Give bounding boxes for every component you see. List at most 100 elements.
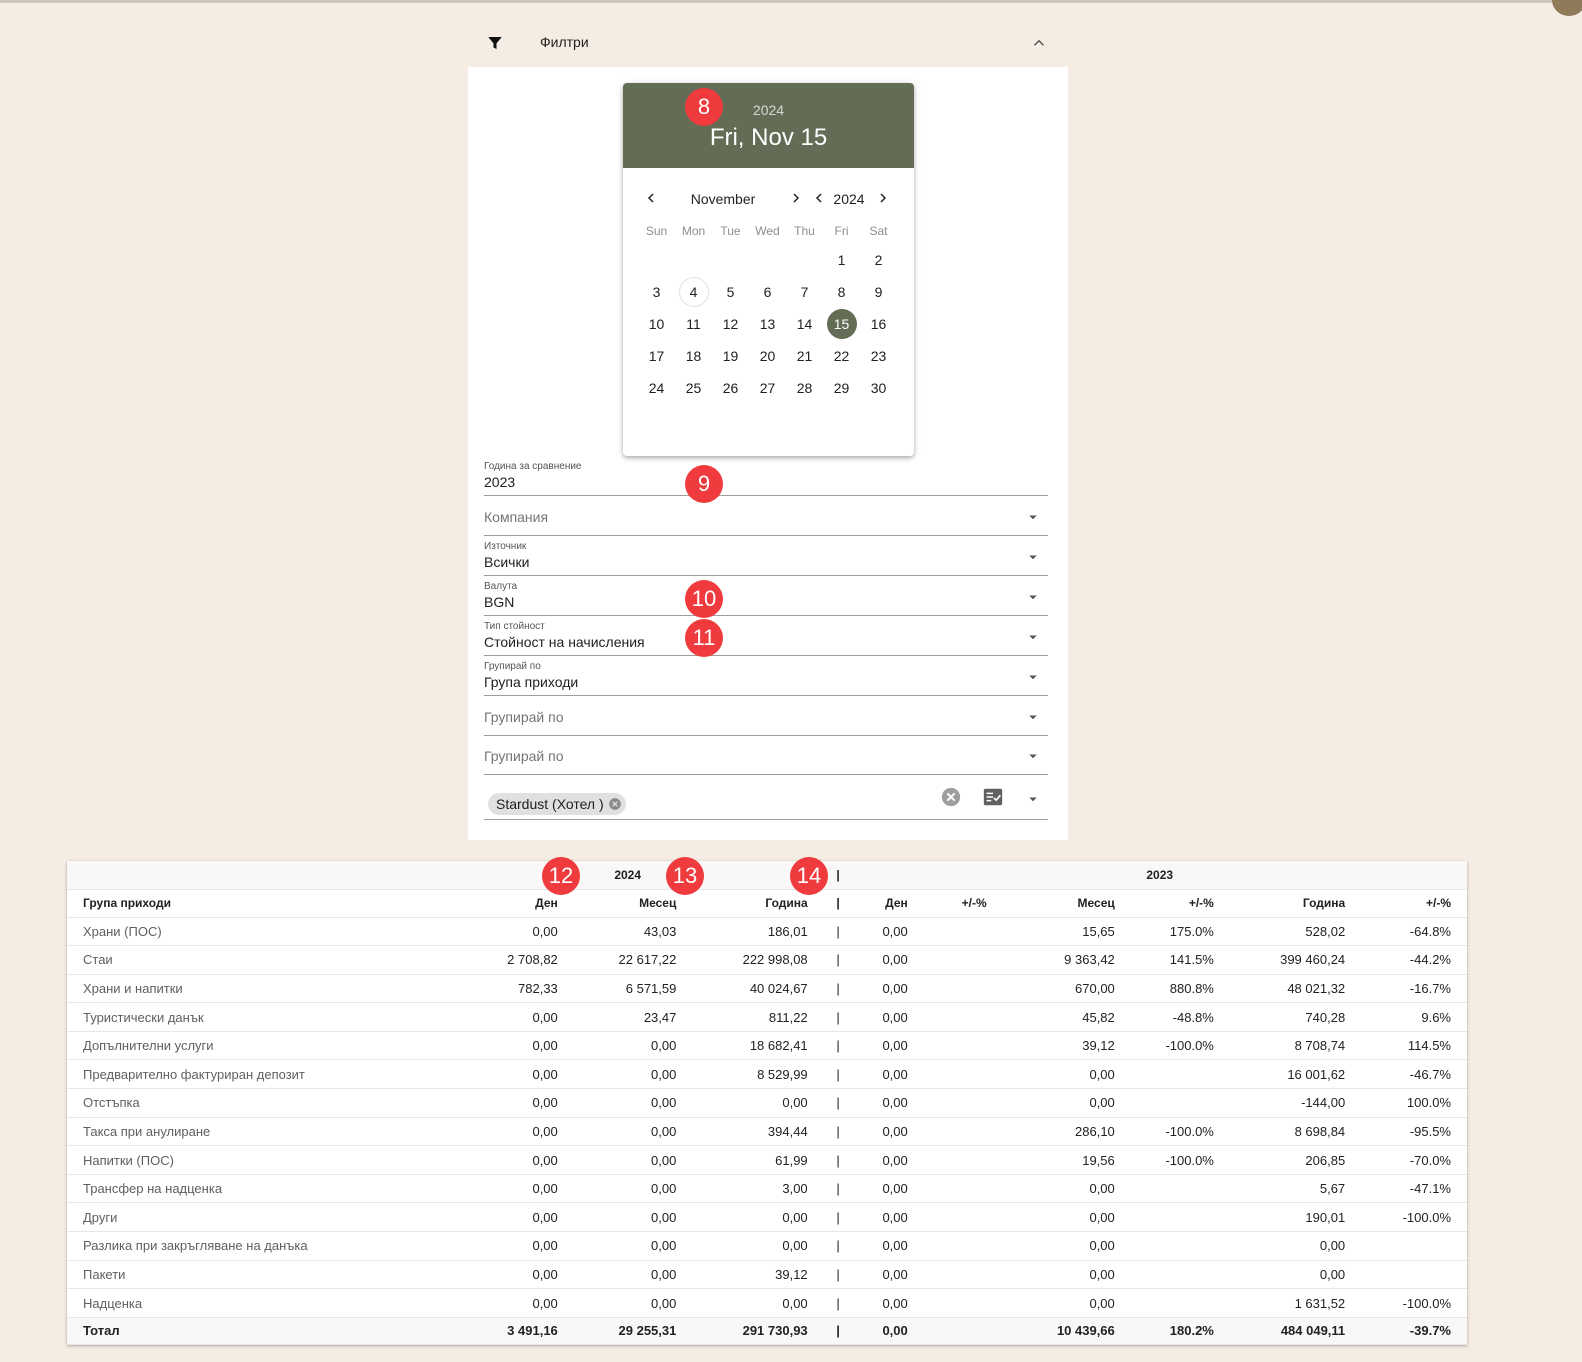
calendar-day[interactable]: 11 — [686, 316, 701, 332]
calendar-day[interactable]: 12 — [722, 316, 739, 332]
table-row[interactable]: Трансфер на надценка 0,00 0,00 3,00 | 0,00 0,0… — [67, 1174, 1467, 1204]
column-separator: | — [823, 1117, 853, 1147]
table-row[interactable]: Предварително фактуриран депозит 0,00 0,00… — [67, 1059, 1467, 1090]
table-cell: 0,00 — [852, 1002, 924, 1032]
group-by-select-2[interactable]: Групирай по — [484, 696, 1048, 736]
prev-month-icon[interactable] — [643, 190, 659, 206]
table-cell: 48 021,32 — [1229, 974, 1362, 1004]
calendar-day[interactable]: 28 — [796, 380, 813, 396]
value-type-select[interactable]: Тип стойност Стойност на начисления — [484, 616, 1048, 656]
column-header: Ден — [431, 889, 574, 918]
calendar-day[interactable]: 17 — [648, 348, 665, 364]
table-row[interactable]: Такса при анулиране 0,00 0,00 394,44 | 0,00 28… — [67, 1117, 1467, 1147]
table-row[interactable]: Отстъпка 0,00 0,00 0,00 | 0,00 0,00 -144,00 100.… — [67, 1088, 1467, 1118]
field-placeholder: Групирай по — [484, 748, 564, 764]
property-chip[interactable]: Stardust (Хотел ) — [488, 793, 626, 815]
table-cell — [923, 974, 1003, 1004]
calendar-day[interactable]: 14 — [796, 316, 813, 332]
table-cell: 0,00 — [431, 1002, 574, 1032]
calendar-day[interactable]: 30 — [870, 380, 887, 396]
dropdown-arrow-icon[interactable] — [1024, 747, 1042, 765]
weekday-header: Sun Mon Tue Wed Thu Fri Sat — [638, 224, 897, 238]
table-cell: 0,00 — [573, 1288, 693, 1318]
dropdown-arrow-icon[interactable] — [1024, 508, 1042, 526]
dropdown-arrow-icon[interactable] — [1024, 668, 1042, 686]
table-row[interactable]: Туристически данък 0,00 23,47 811,22 | 0,00 45… — [67, 1002, 1467, 1032]
group-by-select-3[interactable]: Групирай по — [484, 735, 1048, 775]
table-cell: 394,44 — [692, 1117, 824, 1147]
table-row[interactable]: Храни (ПОС) 0,00 43,03 186,01 | 0,00 15,65 175.… — [67, 917, 1467, 947]
calendar-day[interactable]: 23 — [870, 348, 887, 364]
table-cell: 39,12 — [692, 1260, 824, 1290]
calendar-day[interactable]: 3 — [652, 284, 661, 300]
table-cell: 0,00 — [431, 1088, 574, 1118]
group-by-select-1[interactable]: Групирай по Група приходи — [484, 656, 1048, 696]
table-row[interactable]: Надценка 0,00 0,00 0,00 | 0,00 0,00 1 631,52 -10… — [67, 1288, 1467, 1318]
chip-remove-icon[interactable] — [608, 797, 622, 811]
dropdown-arrow-icon[interactable] — [1024, 790, 1042, 808]
calendar-day[interactable]: 2 — [874, 252, 883, 268]
field-placeholder: Компания — [484, 509, 549, 525]
row-label: Надценка — [67, 1288, 432, 1318]
select-all-icon[interactable] — [982, 786, 1004, 808]
total-row[interactable]: Тотал 3 491,16 29 255,31 291 730,93 | 0,00 10 … — [67, 1317, 1467, 1345]
calendar-day[interactable]: 15 — [823, 309, 860, 339]
table-cell: 190,01 — [1229, 1202, 1362, 1233]
filter-header[interactable]: Филтри — [468, 22, 1068, 66]
calendar-day[interactable]: 18 — [685, 348, 702, 364]
next-year-icon[interactable] — [875, 190, 891, 206]
company-select[interactable]: Компания — [484, 496, 1048, 536]
table-row[interactable]: Допълнителни услуги 0,00 0,00 18 682,41 | 0,0… — [67, 1031, 1467, 1061]
calendar-day[interactable]: 8 — [837, 284, 846, 300]
table-row[interactable]: Пакети 0,00 0,00 39,12 | 0,00 0,00 0,00 — [67, 1260, 1467, 1290]
table-row[interactable]: Разлика при закръгляване на данъка 0,00 0,… — [67, 1231, 1467, 1261]
calendar-day[interactable]: 25 — [685, 380, 702, 396]
source-select[interactable]: Източник Всички — [484, 536, 1048, 576]
table-row[interactable]: Храни и напитки 782,33 6 571,59 40 024,67 | 0… — [67, 974, 1467, 1004]
calendar-day[interactable]: 4 — [675, 277, 712, 307]
table-cell — [923, 1145, 1003, 1175]
dropdown-arrow-icon[interactable] — [1024, 548, 1042, 566]
table-row[interactable]: Други 0,00 0,00 0,00 | 0,00 0,00 190,01 -100.0% — [67, 1202, 1467, 1233]
calendar-day[interactable]: 6 — [763, 284, 772, 300]
table-cell: 19,56 — [1002, 1145, 1131, 1175]
picker-year[interactable]: 2024 — [752, 102, 785, 118]
next-month-icon[interactable] — [788, 190, 804, 206]
calendar-day[interactable]: 19 — [722, 348, 739, 364]
calendar-day[interactable]: 9 — [874, 284, 883, 300]
calendar-day[interactable]: 27 — [759, 380, 776, 396]
revenue-table-card: 2024 | 2023 Група приходи Ден Месец Година |… — [67, 861, 1467, 1345]
prev-year-icon[interactable] — [811, 190, 827, 206]
calendar-day[interactable]: 5 — [726, 284, 735, 300]
dropdown-arrow-icon[interactable] — [1024, 708, 1042, 726]
calendar-day[interactable]: 21 — [796, 348, 813, 364]
calendar-day[interactable]: 13 — [759, 316, 776, 332]
currency-select[interactable]: Валута BGN — [484, 576, 1048, 616]
clear-icon[interactable] — [940, 786, 962, 808]
calendar-day[interactable]: 22 — [833, 348, 850, 364]
calendar-day[interactable]: 24 — [648, 380, 665, 396]
calendar-day[interactable]: 20 — [759, 348, 776, 364]
calendar-day[interactable]: 1 — [837, 252, 846, 268]
picker-selected-date[interactable]: Fri, Nov 15 — [709, 124, 828, 151]
table-row[interactable]: Напитки (ПОС) 0,00 0,00 61,99 | 0,00 19,56 -100… — [67, 1145, 1467, 1175]
table-cell: 2 708,82 — [431, 945, 574, 975]
table-cell — [923, 1117, 1003, 1147]
table-row[interactable]: Стаи 2 708,82 22 617,22 222 998,08 | 0,00 9 36… — [67, 945, 1467, 975]
dropdown-arrow-icon[interactable] — [1024, 628, 1042, 646]
calendar-day[interactable]: 16 — [870, 316, 887, 332]
field-label: Тип стойност — [484, 621, 545, 632]
compare-year-field[interactable]: Година за сравнение 2023 — [484, 456, 1048, 496]
table-cell: 0,00 — [852, 1031, 924, 1061]
table-cell — [1130, 1288, 1230, 1318]
calendar-day[interactable]: 29 — [833, 380, 850, 396]
dropdown-arrow-icon[interactable] — [1024, 588, 1042, 606]
user-avatar[interactable] — [1552, 0, 1582, 16]
table-cell: 0,00 — [692, 1088, 824, 1118]
calendar-day[interactable]: 7 — [800, 284, 809, 300]
calendar-day[interactable]: 26 — [722, 380, 739, 396]
chevron-up-icon[interactable] — [1030, 34, 1048, 52]
property-multiselect[interactable]: Stardust (Хотел ) — [484, 775, 1048, 820]
calendar-day[interactable]: 10 — [648, 316, 665, 332]
calendar-empty-cell — [638, 245, 675, 275]
